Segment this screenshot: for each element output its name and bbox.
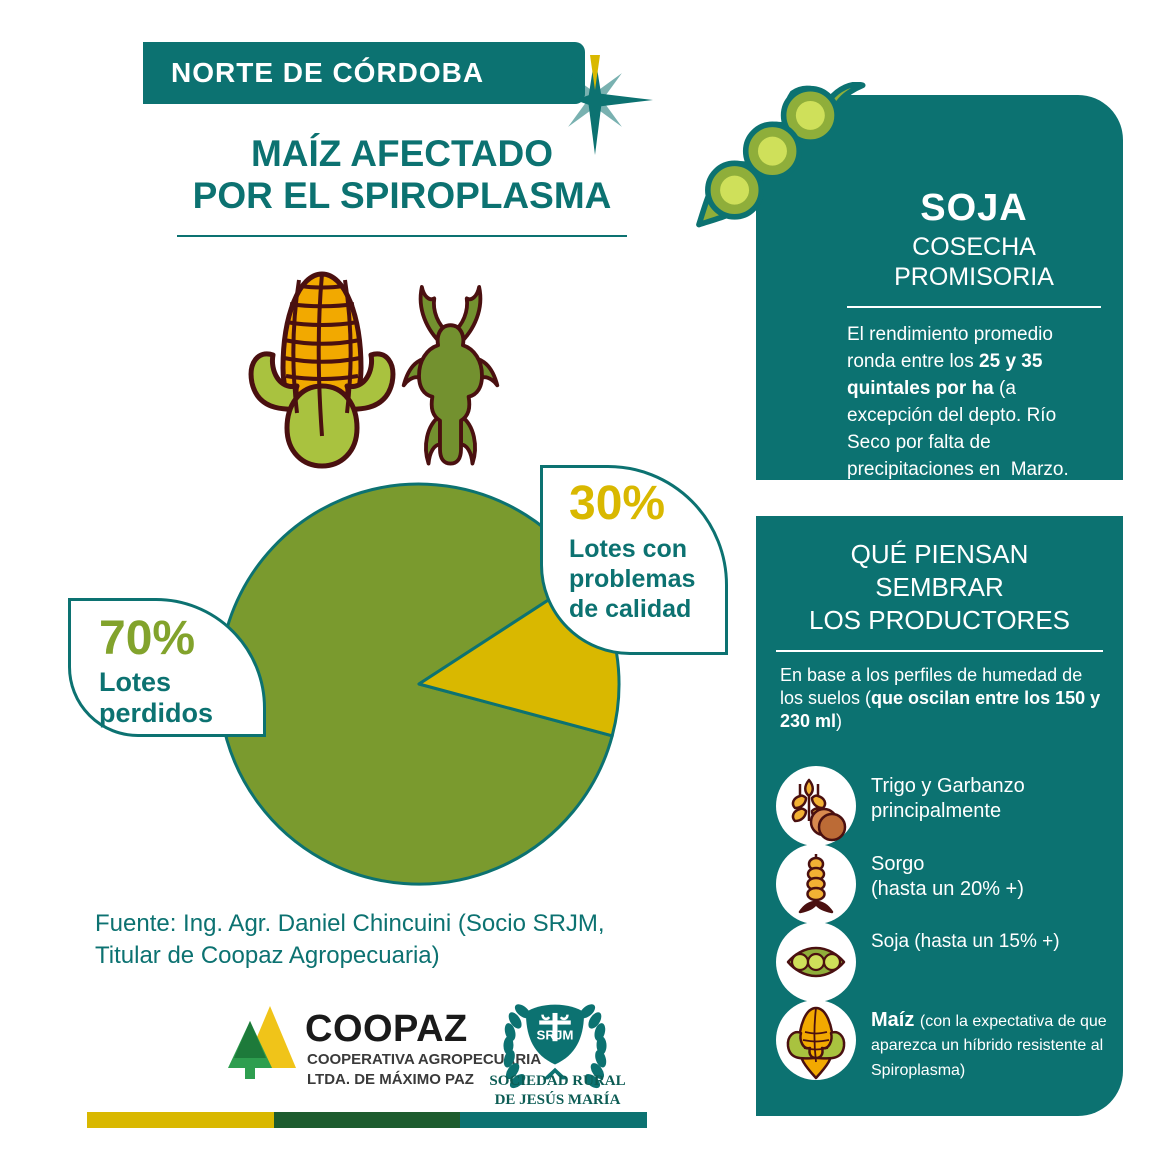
svg-text:SRJM: SRJM <box>537 1028 574 1043</box>
